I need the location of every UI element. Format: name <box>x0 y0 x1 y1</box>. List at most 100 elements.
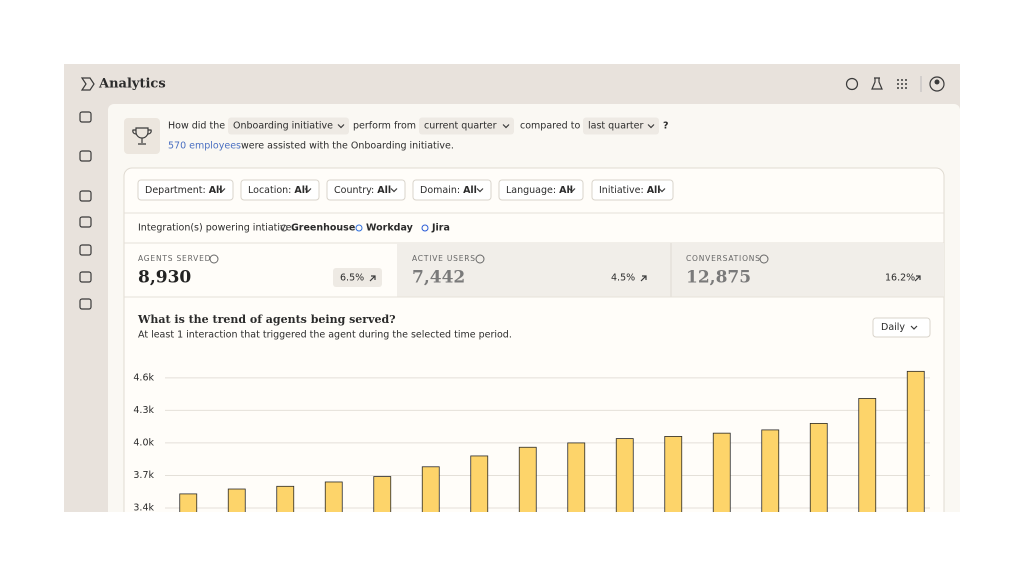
avatar[interactable] <box>929 76 945 92</box>
bar <box>179 493 198 512</box>
filter-label: Domain: <box>420 185 460 196</box>
apps-icon[interactable] <box>897 79 907 89</box>
metric-change: 16.2% <box>885 273 915 284</box>
nav-icon[interactable] <box>79 216 92 228</box>
chevron <box>658 188 666 193</box>
text: Integration(s) powering intiative: <box>138 223 295 234</box>
period-dropdown[interactable] <box>419 117 514 135</box>
sidebar <box>79 111 92 310</box>
text: Onboarding initiative <box>233 121 333 132</box>
granularity: Daily <box>881 322 905 333</box>
chevron <box>910 325 918 330</box>
help-icon[interactable] <box>845 77 859 91</box>
filter-dropdown[interactable] <box>137 179 234 201</box>
filter-dropdown[interactable] <box>240 179 320 201</box>
bar <box>421 466 440 512</box>
filter-value: All <box>294 185 308 196</box>
bar <box>664 436 683 512</box>
filter-label: Domain: All <box>420 185 477 196</box>
filter-label: Country: All <box>334 185 391 196</box>
bar <box>858 398 877 512</box>
integration-icon <box>355 224 363 232</box>
trophy-icon <box>132 127 152 145</box>
chevron <box>337 124 345 129</box>
bar <box>906 370 925 512</box>
metric-value: 7,442 <box>412 268 465 288</box>
filter-label: Initiative: All <box>599 185 661 196</box>
bar <box>227 488 246 512</box>
info-icon <box>209 254 219 264</box>
bar <box>761 429 780 512</box>
metric-label: ACTIVE USERS <box>412 254 476 263</box>
bar <box>712 432 731 512</box>
arrow-icon <box>369 275 376 282</box>
metric-label: CONVERSATIONS <box>686 254 761 263</box>
y-tick-label: 3.4k <box>133 503 154 514</box>
metric-value: 12,875 <box>686 268 751 288</box>
text: How did the <box>168 121 225 132</box>
bar <box>276 485 295 512</box>
filter-value: All <box>377 185 391 196</box>
text: ? <box>663 121 669 132</box>
app: Analytics How did the Onboarding initiati… <box>64 64 960 514</box>
text: last quarter <box>588 121 644 132</box>
chart-subtitle: At least 1 interaction that triggered th… <box>138 330 512 341</box>
nav-icon[interactable] <box>79 190 92 202</box>
y-tick-label: 4.0k <box>133 437 154 448</box>
filter-label: Initiative: <box>599 185 644 196</box>
filter-dropdown[interactable] <box>326 179 406 201</box>
labs-icon[interactable] <box>871 77 883 90</box>
filter-label: Language: All <box>506 185 573 196</box>
nav-icon[interactable] <box>79 244 92 256</box>
integration-icon <box>280 224 288 232</box>
bar <box>324 481 343 512</box>
arrow-icon <box>914 275 921 282</box>
granularity-dropdown[interactable] <box>872 317 931 338</box>
filter-value: All <box>463 185 477 196</box>
text: compared to <box>520 121 580 132</box>
chevron <box>218 188 226 193</box>
nav-icon[interactable] <box>79 111 92 123</box>
bar <box>518 446 537 512</box>
integration-icon <box>421 224 429 232</box>
filter-dropdown[interactable] <box>412 179 492 201</box>
filter-label: Location: All <box>248 185 308 196</box>
filter-label: Language: <box>506 185 556 196</box>
chevron <box>476 188 484 193</box>
info-icon <box>759 254 769 264</box>
nav-icon[interactable] <box>79 298 92 310</box>
chevron <box>647 124 655 129</box>
filter-label: Department: <box>145 185 206 196</box>
metric-change: 6.5% <box>340 273 364 284</box>
filter-value: All <box>559 185 573 196</box>
chevron <box>568 188 576 193</box>
metric-change: 4.5% <box>611 273 635 284</box>
filter-label: Country: <box>334 185 374 196</box>
chart-title: What is the trend of agents being served… <box>137 313 396 326</box>
arrow-icon <box>640 275 647 282</box>
change-chip <box>333 268 382 287</box>
metric-label: AGENTS SERVED <box>138 254 211 263</box>
avatar-head <box>934 79 940 85</box>
text: Jira <box>431 223 450 234</box>
info-icon <box>475 254 485 264</box>
bar <box>567 442 586 512</box>
trophy-box <box>124 118 160 154</box>
filter-dropdown[interactable] <box>498 179 584 201</box>
logo <box>80 77 95 91</box>
initiative-dropdown[interactable] <box>228 117 349 135</box>
baseline-dropdown[interactable] <box>583 117 659 135</box>
filter-value: All <box>209 185 223 196</box>
filter-label: Department: All <box>145 185 223 196</box>
chevron <box>502 124 510 129</box>
text: perform from <box>353 121 416 132</box>
nav-icon[interactable] <box>79 271 92 283</box>
text: Workday <box>366 223 414 234</box>
text: were assisted with the Onboarding initia… <box>241 141 454 152</box>
nav-icon[interactable] <box>79 150 92 162</box>
bar <box>470 455 489 512</box>
filter-dropdown[interactable] <box>591 179 674 201</box>
bar <box>615 438 634 512</box>
chevron <box>304 188 312 193</box>
text: 570 employees <box>168 141 241 152</box>
